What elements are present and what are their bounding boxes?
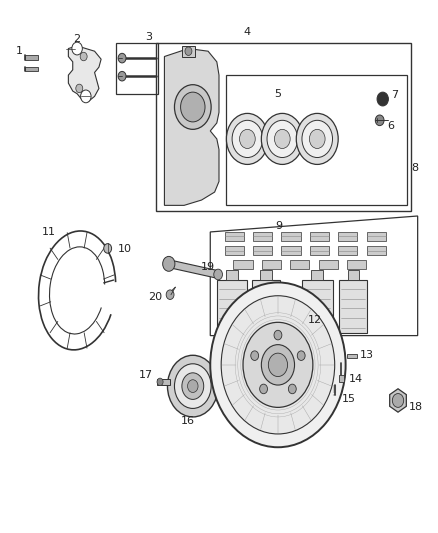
Polygon shape — [25, 55, 38, 60]
Circle shape — [297, 351, 305, 360]
Polygon shape — [262, 260, 281, 269]
Text: 4: 4 — [244, 27, 251, 37]
Circle shape — [157, 378, 163, 385]
Text: 9: 9 — [276, 221, 283, 231]
Circle shape — [180, 92, 205, 122]
Polygon shape — [253, 232, 272, 241]
Circle shape — [309, 130, 325, 149]
Polygon shape — [282, 246, 300, 255]
Circle shape — [260, 384, 268, 394]
Polygon shape — [311, 270, 323, 280]
Circle shape — [226, 114, 268, 165]
Polygon shape — [225, 246, 244, 255]
Text: 19: 19 — [201, 262, 215, 271]
Polygon shape — [347, 354, 357, 358]
Circle shape — [72, 42, 82, 55]
Polygon shape — [226, 270, 238, 280]
Text: 17: 17 — [138, 370, 152, 380]
Polygon shape — [310, 246, 329, 255]
Polygon shape — [225, 232, 244, 241]
Polygon shape — [182, 46, 195, 56]
Bar — [155, 43, 411, 211]
Circle shape — [275, 130, 290, 149]
Polygon shape — [390, 389, 406, 412]
Text: 12: 12 — [308, 314, 322, 325]
Circle shape — [185, 47, 192, 55]
Text: 18: 18 — [409, 402, 423, 413]
Circle shape — [81, 90, 91, 103]
Text: 10: 10 — [118, 244, 132, 254]
Polygon shape — [164, 49, 219, 205]
Text: 16: 16 — [180, 416, 194, 426]
Circle shape — [274, 330, 282, 340]
Circle shape — [162, 256, 175, 271]
Circle shape — [221, 296, 335, 434]
Circle shape — [174, 85, 211, 130]
Text: 13: 13 — [360, 350, 374, 360]
Bar — [117, 43, 158, 94]
Circle shape — [267, 120, 297, 158]
Circle shape — [214, 269, 223, 280]
Text: 14: 14 — [349, 374, 363, 384]
Circle shape — [210, 282, 346, 447]
Text: 7: 7 — [392, 90, 399, 100]
Circle shape — [251, 351, 258, 360]
Text: 8: 8 — [411, 163, 418, 173]
Circle shape — [166, 290, 174, 300]
Text: 20: 20 — [148, 292, 162, 302]
Circle shape — [243, 322, 313, 407]
Circle shape — [288, 384, 296, 394]
Text: 6: 6 — [387, 120, 394, 131]
Circle shape — [76, 84, 83, 93]
Bar — [226, 75, 407, 205]
Polygon shape — [253, 246, 272, 255]
Polygon shape — [25, 67, 38, 71]
Circle shape — [392, 393, 404, 407]
Polygon shape — [157, 379, 170, 384]
Text: 5: 5 — [275, 88, 282, 99]
Circle shape — [104, 244, 112, 253]
Circle shape — [232, 120, 263, 158]
Polygon shape — [348, 270, 359, 280]
Polygon shape — [68, 46, 101, 102]
Text: 11: 11 — [42, 227, 56, 237]
Polygon shape — [310, 232, 329, 241]
Polygon shape — [318, 260, 338, 269]
Circle shape — [182, 373, 204, 399]
Circle shape — [240, 130, 255, 149]
Polygon shape — [338, 232, 357, 241]
Polygon shape — [252, 280, 280, 333]
Polygon shape — [217, 280, 247, 333]
Polygon shape — [339, 375, 344, 382]
Circle shape — [261, 345, 294, 385]
Circle shape — [80, 52, 87, 61]
Circle shape — [261, 114, 303, 165]
Polygon shape — [339, 280, 367, 333]
Circle shape — [174, 364, 211, 408]
Circle shape — [187, 379, 198, 392]
Circle shape — [118, 53, 126, 63]
Polygon shape — [347, 260, 366, 269]
Polygon shape — [338, 246, 357, 255]
Polygon shape — [367, 246, 386, 255]
Polygon shape — [260, 270, 272, 280]
Polygon shape — [233, 260, 253, 269]
Text: 1: 1 — [16, 46, 23, 56]
Circle shape — [302, 120, 332, 158]
Circle shape — [377, 92, 389, 106]
Text: 15: 15 — [342, 394, 356, 405]
Polygon shape — [169, 260, 219, 278]
Polygon shape — [367, 232, 386, 241]
Polygon shape — [282, 232, 300, 241]
Circle shape — [268, 353, 288, 376]
Circle shape — [296, 114, 338, 165]
Polygon shape — [302, 280, 332, 333]
Text: 2: 2 — [74, 34, 81, 44]
Circle shape — [118, 71, 126, 81]
Circle shape — [375, 115, 384, 126]
Circle shape — [167, 356, 218, 417]
Polygon shape — [290, 260, 309, 269]
Text: 3: 3 — [146, 32, 152, 42]
